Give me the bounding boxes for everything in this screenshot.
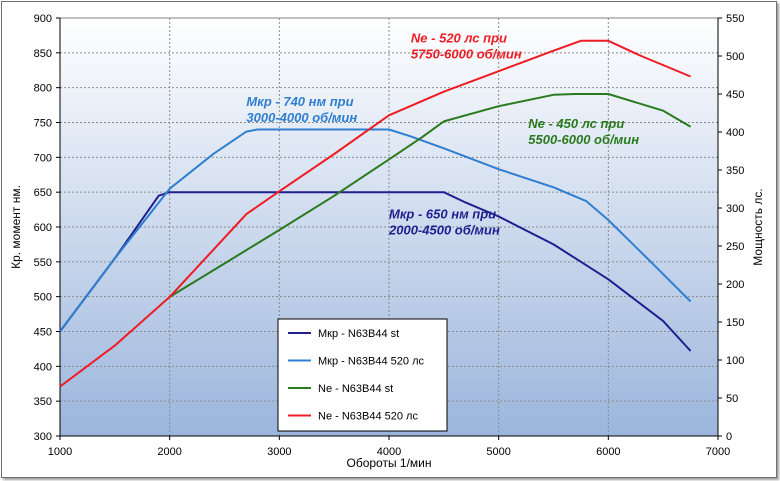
x-tick-label: 4000 [377,446,401,458]
y2-tick-label: 550 [726,13,744,25]
y2-axis-title: Мощность лс. [751,188,765,265]
y2-tick-label: 400 [726,127,744,139]
y-tick-label: 700 [34,152,52,164]
annotation-3: Ne - 450 лс при 5500-6000 об/мин [528,116,639,147]
y2-tick-label: 150 [726,317,744,329]
y2-tick-label: 300 [726,203,744,215]
y2-tick-label: 50 [726,393,738,405]
y-tick-label: 350 [34,396,52,408]
legend-box [277,318,448,432]
annotation-2: Мкр - 740 нм при 3000-4000 об/мин [246,94,357,125]
legend-label-2: Мкр - N63B44 520 лс [318,356,425,368]
y-tick-label: 400 [34,361,52,373]
grid [60,18,718,436]
y-tick-label: 800 [34,83,52,95]
y2-tick-label: 450 [726,89,744,101]
x-tick-label: 7000 [706,446,730,458]
x-tick-label: 2000 [157,446,181,458]
x-tick-label: 5000 [486,446,510,458]
y2-tick-label: 200 [726,279,744,291]
legend: Мкр - N63B44 st Мкр - N63B44 520 лс Ne - N… [277,318,448,432]
annotation-4: Мкр - 650 нм при 2000-4500 об/мин [388,207,500,238]
axis-ticks: 1000 2000 3000 4000 5000 6000 7000300350400450… [34,13,745,458]
legend-label-3: Ne - N63B44 st [318,383,393,395]
annotations: Ne - 520 лс при 5750-6000 об/мин Мкр - 740… [246,30,639,237]
y-tick-label: 850 [34,48,52,60]
series-line-1 [59,191,692,352]
annotation-1: Ne - 520 лс при 5750-6000 об/мин [411,30,522,61]
series-line-2 [59,128,692,333]
series-lines [59,39,692,388]
y2-tick-label: 350 [726,165,744,177]
y2-tick-label: 500 [726,51,744,63]
legend-label-1: Мкр - N63B44 st [318,328,399,340]
y-tick-label: 650 [34,187,52,199]
y-tick-label: 750 [34,118,52,130]
x-tick-label: 6000 [596,446,620,458]
y-axis-title: Кр. момент нм. [9,185,23,269]
y-tick-label: 900 [34,13,52,25]
y2-tick-label: 0 [726,431,732,443]
series-line-4 [59,39,691,388]
y-tick-label: 500 [34,292,52,304]
y-tick-label: 600 [34,222,52,234]
y-tick-label: 450 [34,327,52,339]
x-tick-label: 3000 [267,446,291,458]
y-tick-label: 300 [34,431,52,443]
series-line-3 [169,93,692,298]
y2-tick-label: 250 [726,241,744,253]
x-tick-label: 1000 [48,446,72,458]
x-axis-title: Обороты 1/мин [346,456,431,470]
legend-label-4: Ne - N63B44 520 лс [318,411,418,423]
y-tick-label: 550 [34,257,52,269]
y2-tick-label: 100 [726,355,744,367]
